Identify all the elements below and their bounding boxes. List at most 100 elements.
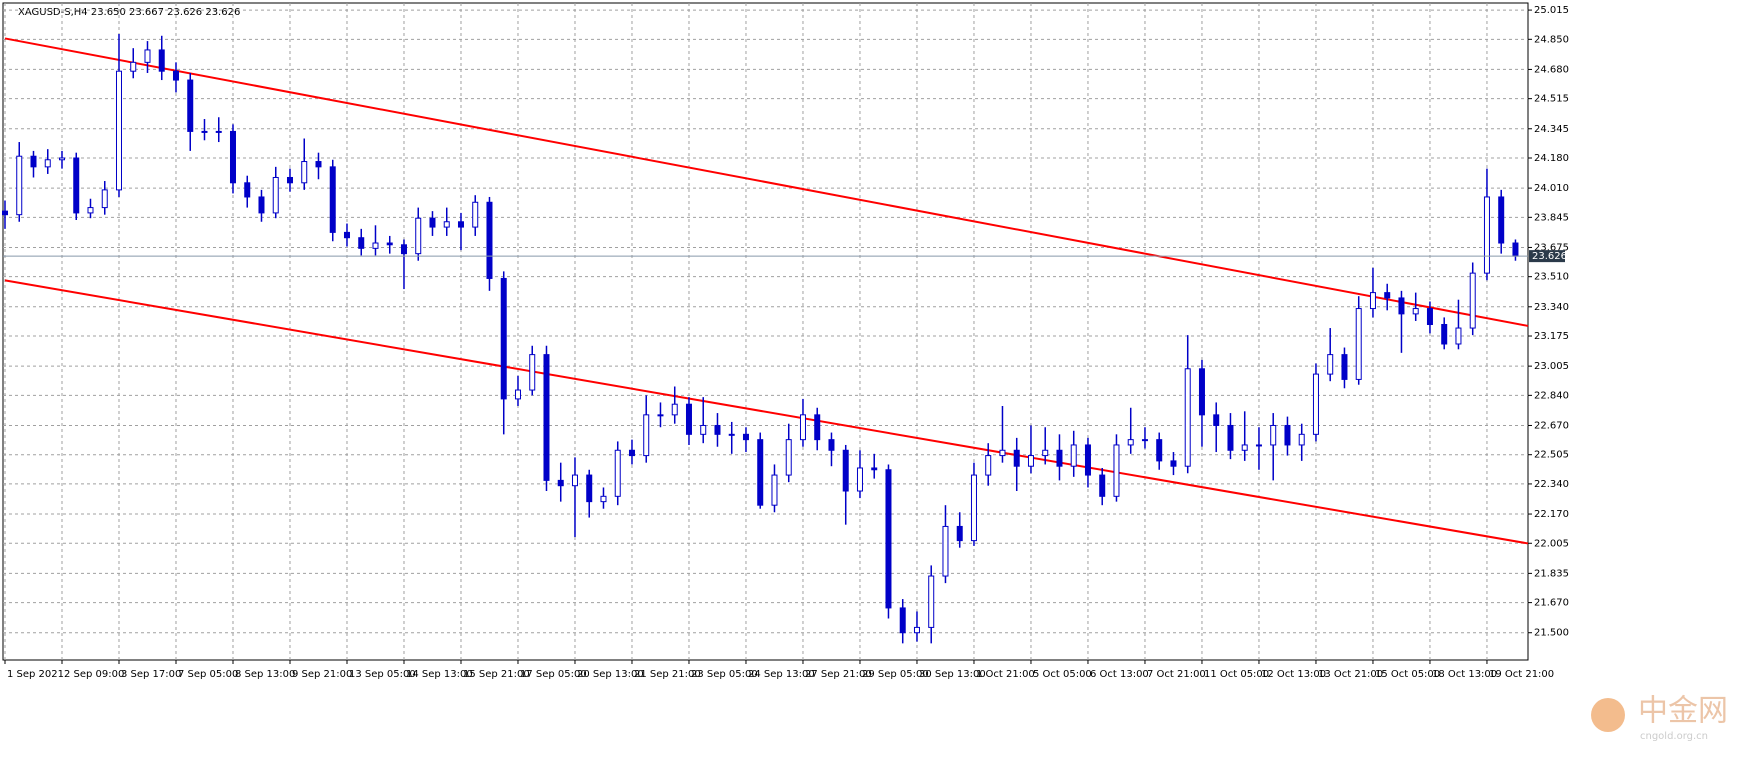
y-tick-label: 23.340 [1534,302,1569,313]
candle-body [500,277,507,400]
x-tick-label: 19 Oct 21:00 [1489,669,1554,680]
chart-title: XAGUSD-S,H4 23.650 23.667 23.626 23.626 [18,7,240,18]
candle-body [1198,368,1205,416]
candle-body [1412,308,1419,315]
x-tick-label: 6 Oct 13:00 [1090,669,1149,680]
plot-frame [2,2,1529,661]
candle-body [1284,424,1291,446]
candle-body [187,79,194,132]
candle-body [942,525,949,577]
x-tick-label: 18 Oct 13:00 [1432,669,1497,680]
candle-body [1384,292,1391,299]
candle-body [272,176,279,214]
candle-body [628,449,635,457]
candle-body [614,449,621,497]
candle-body [1042,449,1049,457]
candle-body [201,130,208,133]
candle-body [514,389,521,400]
y-tick-label: 21.835 [1534,568,1569,579]
candle-body [1327,354,1334,375]
x-tick-label: 14 Sep 13:00 [406,669,473,680]
candle-body [1255,444,1262,447]
candle-body [728,433,735,436]
candle-body [73,157,80,214]
candle-body [842,449,849,492]
x-tick-label: 24 Sep 13:00 [748,669,815,680]
candle-body [1241,444,1248,451]
candle-body [1184,368,1191,467]
candle-body [1127,439,1134,446]
candle-body [799,414,806,441]
candle-body [1298,433,1305,446]
candle-body [58,157,65,161]
candle-body [44,159,51,168]
candle-body [358,237,365,249]
x-tick-label: 11 Oct 05:00 [1204,669,1269,680]
x-tick-label: 30 Sep 13:00 [919,669,986,680]
candle-body [30,155,37,168]
candle-body [1227,424,1234,451]
candle-body [700,424,707,435]
candle-body [215,130,222,133]
candle-body [115,70,122,191]
candle-body [244,182,251,198]
candle-body [557,479,564,487]
last-price-box [1529,250,1565,263]
candle-body [1369,292,1376,310]
candle-body [1483,196,1490,274]
candle-body [343,231,350,239]
candle-body [885,469,892,609]
candle-body [828,439,835,451]
candle-body [970,474,977,542]
candle-body [928,575,935,628]
candle-body [1270,424,1277,446]
candle-body [472,201,479,228]
candle-body [671,403,678,416]
candle-body [486,201,493,279]
x-tick-label: 3 Sep 17:00 [121,669,181,680]
x-tick-label: 1 Sep 2021 [7,669,64,680]
candle-body [386,242,393,246]
candle-body [429,217,436,228]
candle-body [1056,449,1063,467]
candle-body [1170,460,1177,467]
candle-body [985,455,992,476]
x-tick-label: 2 Sep 09:00 [64,669,124,680]
candle-body [16,155,23,216]
candle-body [1099,474,1106,497]
candle-body [372,242,379,249]
x-tick-label: 27 Sep 21:00 [805,669,872,680]
y-tick-label: 21.670 [1534,598,1569,609]
candle-body [785,439,792,476]
candle-body [1426,308,1433,326]
y-tick-label: 24.680 [1534,64,1569,75]
candle-body [1141,439,1148,442]
candle-body [1398,297,1405,315]
candle-body [899,607,906,634]
candle-body [229,130,236,184]
candle-body [1113,444,1120,497]
candle-body [1312,373,1319,435]
y-tick-label: 21.500 [1534,628,1569,639]
watermark-url: cngold.org.cn [1640,731,1708,742]
candle-body [1498,196,1505,244]
candle-body [172,70,179,81]
candle-body [329,166,336,233]
candle-body [286,176,293,184]
candle-body [814,414,821,441]
candle-body [144,49,151,63]
y-tick-label: 24.180 [1534,153,1569,164]
candle-body [1156,439,1163,462]
candle-body [643,414,650,457]
y-tick-label: 24.850 [1534,34,1569,45]
candle-body [1213,414,1220,426]
candle-body [301,161,308,184]
trend-line [4,279,1529,545]
trend-line [4,37,1529,327]
candle-body [443,221,450,228]
y-tick-label: 22.670 [1534,420,1569,431]
y-tick-label: 23.675 [1534,242,1569,253]
x-tick-label: 7 Oct 21:00 [1147,669,1206,680]
candle-body [1469,272,1476,329]
candle-body [714,424,721,435]
